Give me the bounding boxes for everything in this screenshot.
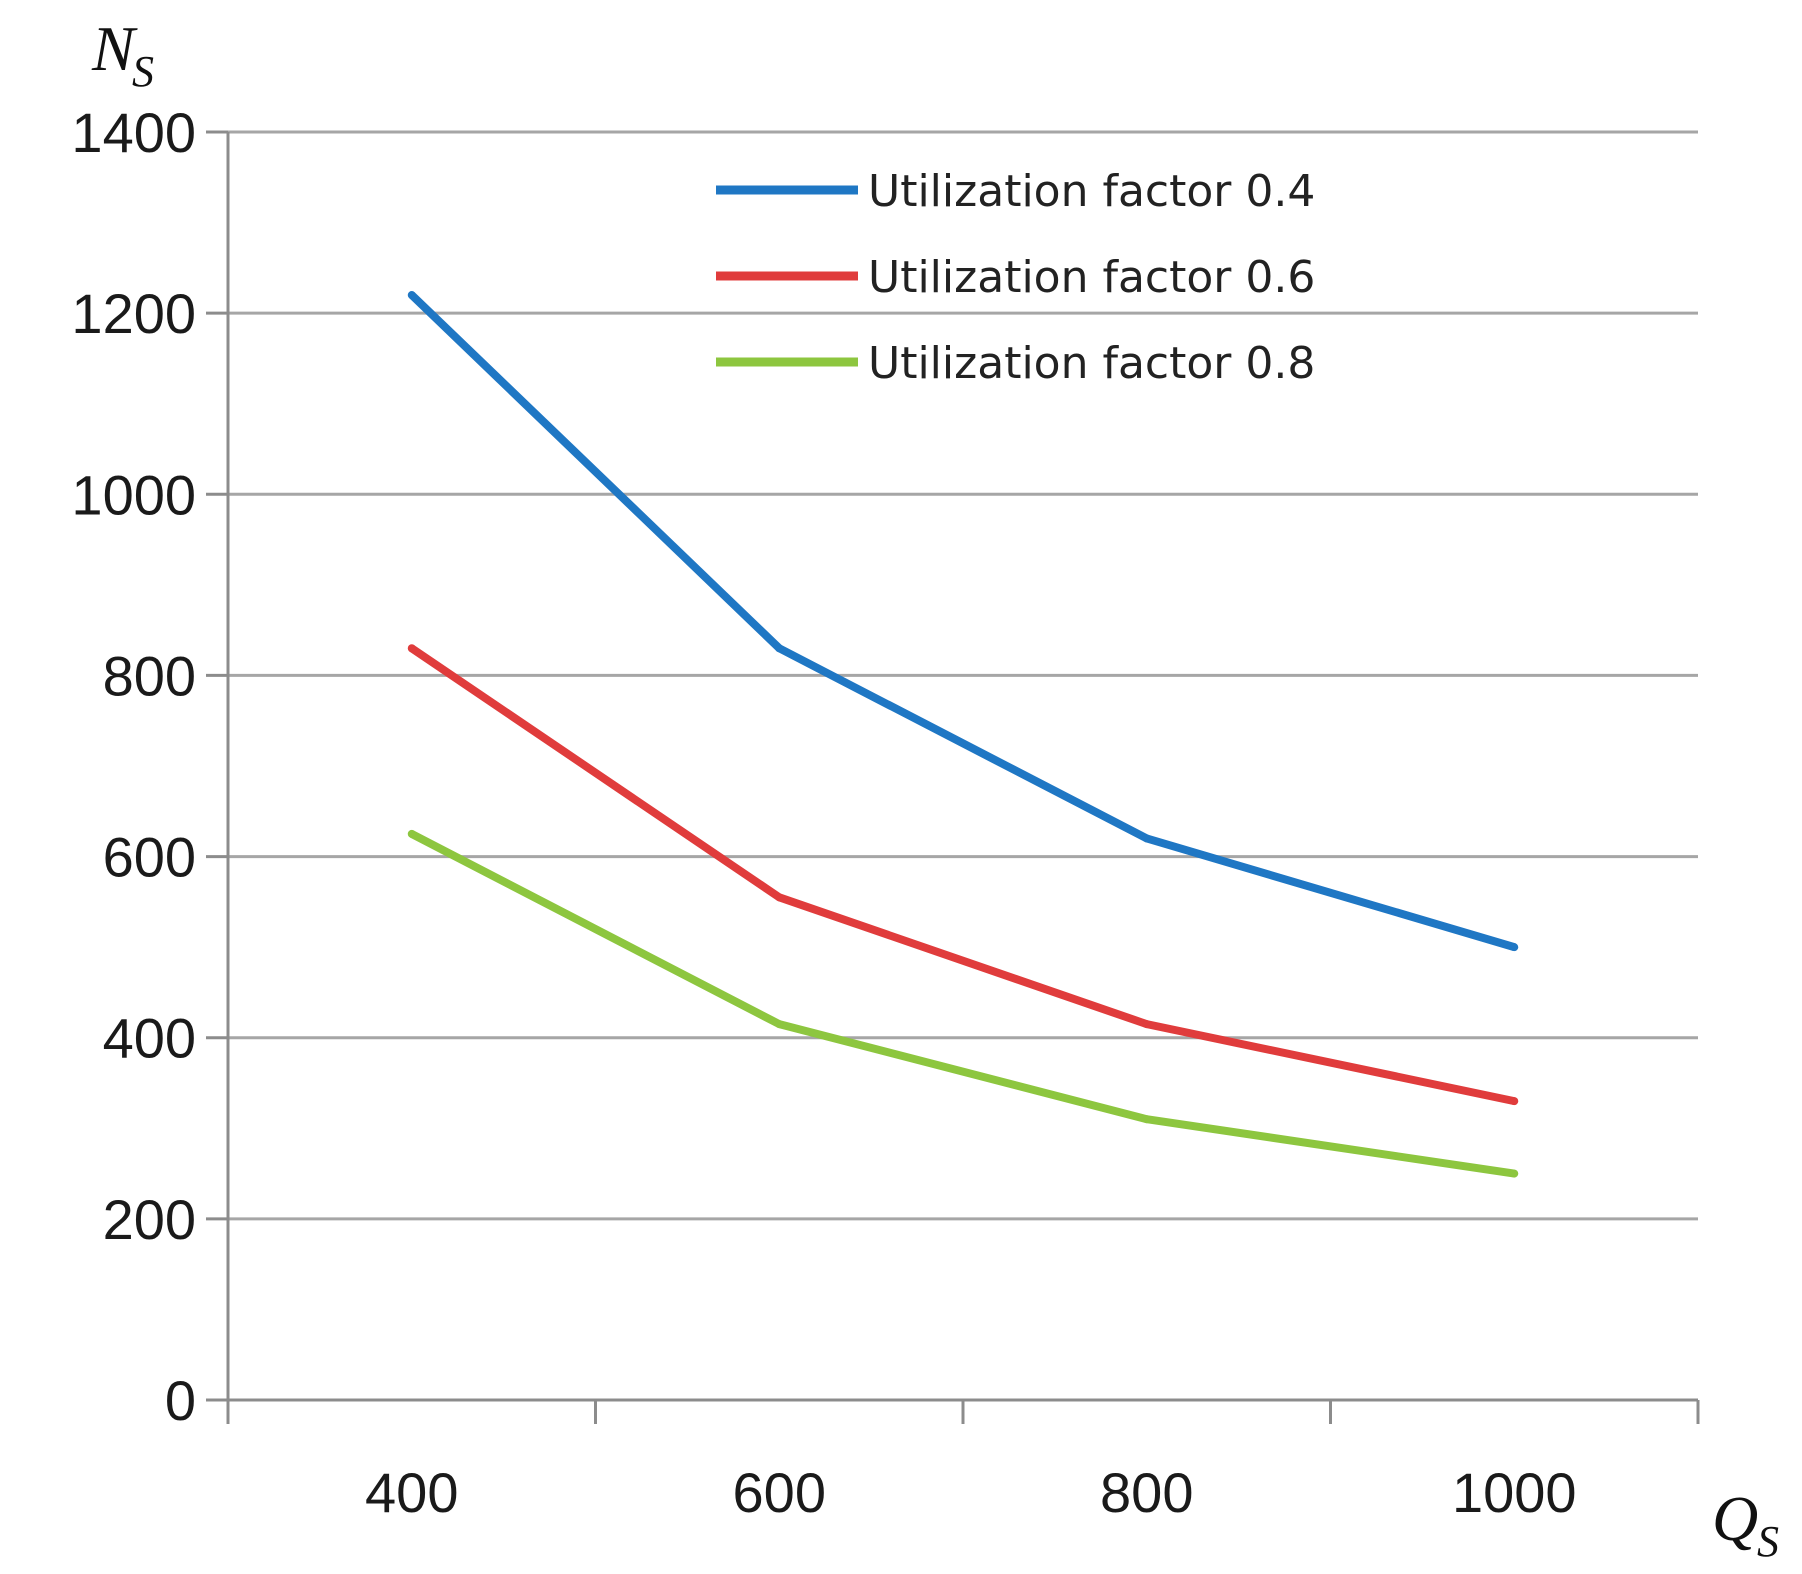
x-axis-title: Q S: [1712, 1483, 1779, 1566]
y-axis-title-main: N: [91, 13, 138, 84]
series-3-point-800: [1142, 1115, 1151, 1124]
y-tick-label-1000: 1000: [71, 463, 196, 526]
legend-label-3: Utilization factor 0.8: [868, 338, 1315, 389]
legend-label-1: Utilization factor 0.4: [868, 166, 1315, 217]
series-3-point-600: [775, 1020, 784, 1029]
series-1-point-400: [407, 291, 416, 300]
legend: Utilization factor 0.4 Utilization factor…: [716, 166, 1315, 389]
y-axis-title: N S: [91, 13, 154, 96]
series-2-point-1000: [1510, 1097, 1519, 1106]
legend-label-2: Utilization factor 0.6: [868, 252, 1315, 303]
y-tick-label-800: 800: [103, 644, 196, 707]
series-1-point-1000: [1510, 943, 1519, 952]
y-tick-label-400: 400: [103, 1007, 196, 1070]
x-tick-label-1000: 1000: [1452, 1461, 1577, 1524]
series-3-point-400: [407, 829, 416, 838]
x-axis-title-main: Q: [1712, 1483, 1758, 1554]
y-tick-label-200: 200: [103, 1188, 196, 1251]
series-line-1: [408, 292, 1516, 951]
y-axis-title-sub: S: [132, 47, 154, 96]
series-1-point-800: [1142, 834, 1151, 843]
series-2-point-800: [1142, 1020, 1151, 1029]
series-2-point-400: [407, 644, 416, 653]
series-3-point-1000: [1510, 1169, 1519, 1178]
y-tick-label-0: 0: [165, 1369, 196, 1432]
x-axis-title-sub: S: [1757, 1517, 1779, 1566]
x-tick-label-800: 800: [1100, 1461, 1193, 1524]
series-line-2: [409, 644, 1516, 1106]
y-tick-label-1400: 1400: [71, 101, 196, 164]
y-tick-label-1200: 1200: [71, 282, 196, 345]
series-2-point-600: [775, 893, 784, 902]
x-tick-label-400: 400: [365, 1461, 458, 1524]
grid-lines: [228, 130, 1698, 1221]
series-line-3: [409, 830, 1515, 1178]
axes: [206, 130, 1700, 1424]
tick-labels: 0 200 400 600 800 1000 1200 1400 400 600 800 1000: [71, 101, 1576, 1524]
x-tick-label-600: 600: [733, 1461, 826, 1524]
y-tick-label-600: 600: [103, 826, 196, 889]
series-1-point-600: [775, 644, 784, 653]
series-lines: [407, 291, 1519, 1178]
